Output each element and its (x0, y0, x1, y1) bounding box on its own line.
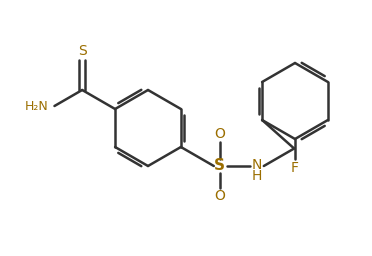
Text: F: F (291, 161, 299, 175)
Text: S: S (214, 158, 225, 174)
Text: S: S (78, 44, 87, 58)
Text: H₂N: H₂N (25, 100, 48, 112)
Text: O: O (214, 189, 225, 203)
Text: O: O (214, 127, 225, 141)
Text: H: H (251, 169, 262, 183)
Text: N: N (251, 158, 262, 172)
